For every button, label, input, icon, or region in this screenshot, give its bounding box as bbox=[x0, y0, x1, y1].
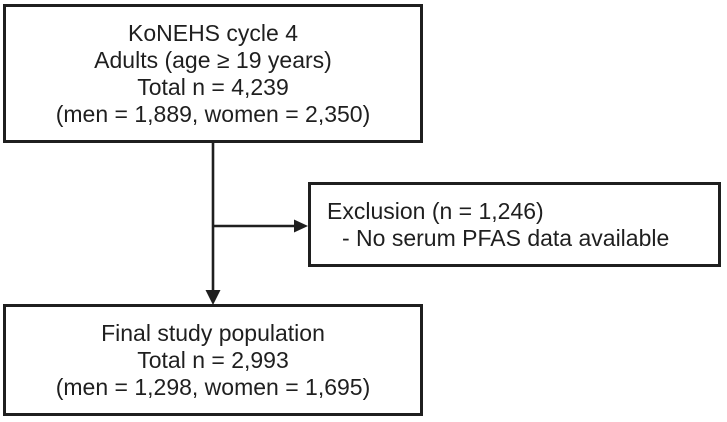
final-population-box-line: Total n = 2,993 bbox=[137, 346, 289, 373]
exclusion-box-line: Exclusion (n = 1,246) bbox=[327, 197, 544, 224]
enrollment-box: KoNEHS cycle 4 Adults (age ≥ 19 years) T… bbox=[3, 4, 423, 143]
enrollment-box-line: (men = 1,889, women = 2,350) bbox=[55, 100, 371, 127]
final-population-box: Final study population Total n = 2,993 (… bbox=[3, 304, 423, 416]
enrollment-box-line: Adults (age ≥ 19 years) bbox=[94, 46, 332, 73]
enrollment-box-line: KoNEHS cycle 4 bbox=[127, 19, 298, 46]
arrow-down-icon bbox=[205, 290, 221, 305]
arrow-right-icon bbox=[294, 219, 308, 233]
enrollment-box-line: Total n = 4,239 bbox=[137, 73, 289, 100]
final-population-box-line: (men = 1,298, women = 1,695) bbox=[55, 373, 371, 400]
final-population-box-line: Final study population bbox=[101, 319, 325, 346]
exclusion-box-line: - No serum PFAS data available bbox=[342, 224, 670, 251]
exclusion-box: Exclusion (n = 1,246) - No serum PFAS da… bbox=[308, 182, 721, 267]
